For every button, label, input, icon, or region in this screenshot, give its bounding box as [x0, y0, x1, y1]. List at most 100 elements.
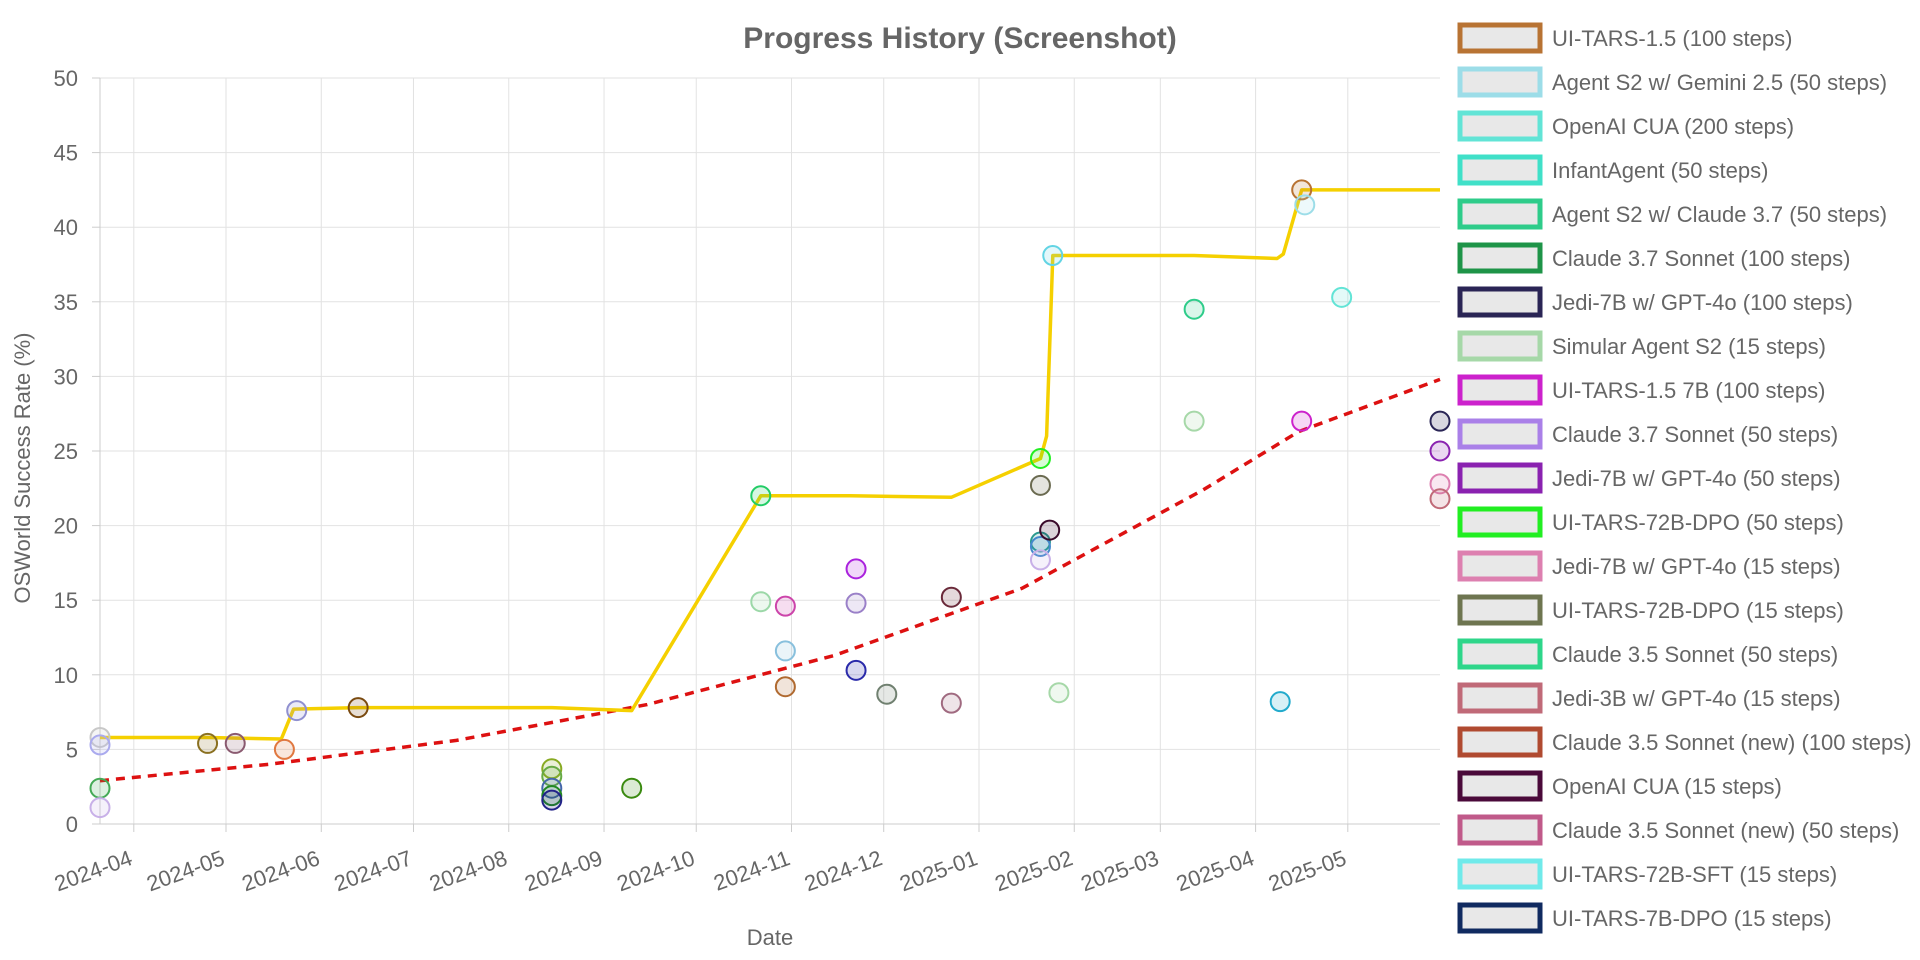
legend-label: Simular Agent S2 (15 steps): [1552, 334, 1826, 359]
data-point: [1029, 474, 1051, 496]
legend-label: Claude 3.5 Sonnet (50 steps): [1552, 642, 1838, 667]
data-point: [89, 797, 111, 819]
legend-item[interactable]: OpenAI CUA (200 steps): [1457, 110, 1794, 142]
data-point: [1429, 410, 1451, 432]
data-point: [89, 777, 111, 799]
legend-swatch: [1457, 154, 1543, 186]
x-tick-label: 2024-04: [51, 845, 135, 896]
legend-item[interactable]: Simular Agent S2 (15 steps): [1457, 330, 1826, 362]
data-point: [1429, 488, 1451, 510]
data-point: [1429, 473, 1451, 495]
data-point: [89, 734, 111, 756]
legend-label: Agent S2 w/ Gemini 2.5 (50 steps): [1552, 70, 1887, 95]
legend-swatch: [1457, 858, 1543, 890]
data-point: [347, 697, 369, 719]
x-tick-label: 2025-03: [1078, 845, 1162, 896]
x-tick-label: 2024-07: [331, 845, 415, 896]
data-point: [541, 789, 563, 811]
legend-item[interactable]: Jedi-3B w/ GPT-4o (15 steps): [1457, 682, 1841, 714]
y-axis-label: OSWorld Success Rate (%): [10, 332, 35, 603]
legend-swatch: [1457, 506, 1543, 538]
legend-label: Claude 3.7 Sonnet (50 steps): [1552, 422, 1838, 447]
best-score-line: [100, 188, 1440, 741]
y-tick-label: 50: [54, 66, 78, 91]
data-point: [1029, 549, 1051, 571]
legend-label: Jedi-7B w/ GPT-4o (15 steps): [1552, 554, 1841, 579]
legend-item[interactable]: Jedi-7B w/ GPT-4o (50 steps): [1457, 462, 1841, 494]
data-point: [845, 558, 867, 580]
legend-label: UI-TARS-1.5 (100 steps): [1552, 26, 1792, 51]
y-tick-label: 40: [54, 215, 78, 240]
legend-item[interactable]: Claude 3.5 Sonnet (new) (50 steps): [1457, 814, 1899, 846]
x-tick-label: 2024-06: [239, 845, 323, 896]
legend-label: Jedi-7B w/ GPT-4o (100 steps): [1552, 290, 1853, 315]
legend-item[interactable]: InfantAgent (50 steps): [1457, 154, 1768, 186]
legend-item[interactable]: UI-TARS-7B-DPO (15 steps): [1457, 902, 1832, 934]
data-point: [1291, 410, 1313, 432]
legend-item[interactable]: UI-TARS-1.5 7B (100 steps): [1457, 374, 1825, 406]
legend-label: UI-TARS-72B-SFT (15 steps): [1552, 862, 1837, 887]
x-tick-label: 2024-12: [801, 845, 885, 896]
legend-item[interactable]: Agent S2 w/ Gemini 2.5 (50 steps): [1457, 66, 1887, 98]
legend-item[interactable]: OpenAI CUA (15 steps): [1457, 770, 1782, 802]
legend-item[interactable]: UI-TARS-72B-DPO (50 steps): [1457, 506, 1844, 538]
data-point: [876, 683, 898, 705]
legend-label: Agent S2 w/ Claude 3.7 (50 steps): [1552, 202, 1887, 227]
y-tick-label: 35: [54, 290, 78, 315]
legend-label: Claude 3.7 Sonnet (100 steps): [1552, 246, 1850, 271]
legend-item[interactable]: Agent S2 w/ Claude 3.7 (50 steps): [1457, 198, 1887, 230]
data-point: [1039, 519, 1061, 541]
y-tick-label: 25: [54, 439, 78, 464]
legend-label: Jedi-3B w/ GPT-4o (15 steps): [1552, 686, 1841, 711]
x-tick-label: 2024-09: [521, 845, 605, 896]
x-tick-label: 2024-11: [710, 845, 793, 896]
data-point: [1183, 298, 1205, 320]
legend-item[interactable]: Claude 3.7 Sonnet (50 steps): [1457, 418, 1838, 450]
legend[interactable]: UI-TARS-1.5 (100 steps) Agent S2 w/ Gemin…: [1457, 22, 1912, 934]
x-tick-label: 2025-05: [1265, 845, 1349, 896]
data-point: [621, 777, 643, 799]
data-point: [197, 732, 219, 754]
legend-swatch: [1457, 418, 1543, 450]
legend-label: UI-TARS-1.5 7B (100 steps): [1552, 378, 1825, 403]
data-point: [845, 592, 867, 614]
legend-item[interactable]: Jedi-7B w/ GPT-4o (100 steps): [1457, 286, 1853, 318]
data-point: [940, 692, 962, 714]
trend-line: [99, 377, 1441, 783]
legend-item[interactable]: UI-TARS-72B-DPO (15 steps): [1457, 594, 1844, 626]
y-tick-label: 20: [54, 514, 78, 539]
data-point: [273, 738, 295, 760]
chart-title: Progress History (Screenshot): [743, 22, 1176, 55]
legend-swatch: [1457, 638, 1543, 670]
legend-item[interactable]: Claude 3.5 Sonnet (new) (100 steps): [1457, 726, 1912, 758]
legend-swatch: [1457, 594, 1543, 626]
legend-item[interactable]: Claude 3.5 Sonnet (50 steps): [1457, 638, 1838, 670]
data-point: [774, 595, 796, 617]
data-point: [774, 676, 796, 698]
legend-swatch: [1457, 22, 1543, 54]
legend-item[interactable]: Claude 3.7 Sonnet (100 steps): [1457, 242, 1850, 274]
grid: [100, 77, 1440, 825]
data-point: [1429, 440, 1451, 462]
legend-swatch: [1457, 726, 1543, 758]
legend-swatch: [1457, 374, 1543, 406]
data-point: [1269, 691, 1291, 713]
legend-item[interactable]: UI-TARS-72B-SFT (15 steps): [1457, 858, 1837, 890]
legend-label: UI-TARS-72B-DPO (50 steps): [1552, 510, 1844, 535]
data-point: [89, 726, 111, 748]
legend-swatch: [1457, 286, 1543, 318]
legend-swatch: [1457, 110, 1543, 142]
legend-label: OpenAI CUA (15 steps): [1552, 774, 1782, 799]
data-point: [1331, 286, 1353, 308]
legend-swatch: [1457, 682, 1543, 714]
y-tick-label: 5: [66, 737, 78, 762]
data-point: [845, 659, 867, 681]
data-point: [1042, 245, 1064, 267]
legend-item[interactable]: Jedi-7B w/ GPT-4o (15 steps): [1457, 550, 1841, 582]
x-tick-label: 2024-05: [143, 845, 227, 896]
data-point: [750, 485, 772, 507]
x-tick-label: 2024-10: [614, 845, 698, 896]
data-point: [1048, 682, 1070, 704]
legend-item[interactable]: UI-TARS-1.5 (100 steps): [1457, 22, 1792, 54]
